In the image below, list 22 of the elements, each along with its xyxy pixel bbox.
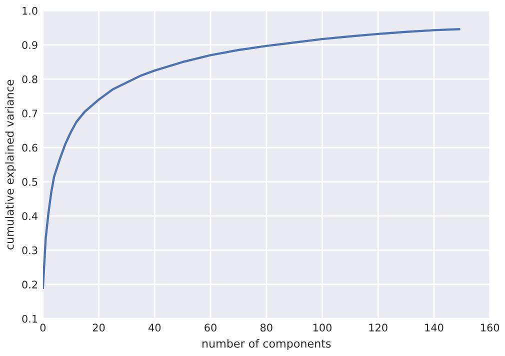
x-axis-title: number of components	[202, 339, 331, 350]
x-tick-label: 160	[481, 324, 500, 332]
x-tick-label: 40	[148, 324, 161, 332]
y-tick-label: 0.2	[22, 280, 38, 289]
y-tick-label: 1.0	[22, 6, 38, 15]
x-tick-label: 140	[425, 324, 444, 332]
y-tick-label: 0.4	[22, 212, 38, 220]
x-tick-label: 60	[204, 324, 216, 332]
y-tick-label: 0.5	[22, 178, 38, 186]
y-tick-label: 0.6	[22, 144, 38, 152]
y-tick-label: 0.7	[22, 110, 38, 118]
y-axis-title: cumulative explained variance	[5, 80, 16, 250]
x-tick-label: 120	[369, 324, 388, 332]
x-tick-label: 80	[260, 324, 272, 332]
y-tick-label: 0.9	[22, 41, 38, 49]
y-tick-label: 0.3	[22, 246, 38, 254]
y-tick-label: 0.8	[22, 75, 38, 84]
x-tick-label: 0	[40, 324, 46, 332]
line-series	[42, 28, 460, 289]
x-tick-label: 20	[92, 324, 105, 332]
y-tick-label: 0.1	[22, 314, 38, 323]
x-tick-label: 100	[313, 324, 332, 332]
